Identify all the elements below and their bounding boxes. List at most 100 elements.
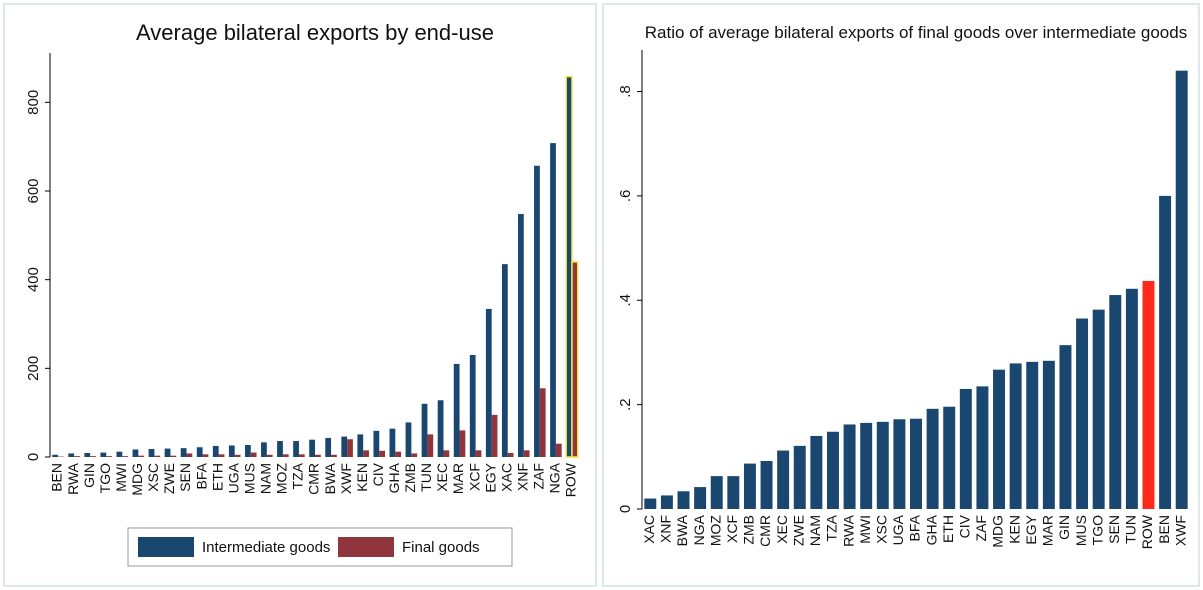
bar xyxy=(212,445,219,457)
bar xyxy=(893,419,906,509)
x-tick-label: GHA xyxy=(923,514,939,545)
x-tick-label: MAR xyxy=(1040,515,1056,546)
y-tick-label: 0 xyxy=(617,505,634,513)
bar xyxy=(395,451,402,457)
bar xyxy=(534,165,540,458)
bar xyxy=(491,414,498,457)
bar xyxy=(389,428,396,457)
bar xyxy=(315,454,321,457)
x-tick-label: GHA xyxy=(386,462,402,493)
x-tick-label: ZMB xyxy=(402,463,418,493)
x-tick-label: XAC xyxy=(641,515,657,544)
x-tick-label: XWF xyxy=(1172,515,1188,546)
bar xyxy=(843,424,856,509)
y-tick-label: 600 xyxy=(25,178,42,203)
x-tick-label: TGO xyxy=(1089,515,1105,545)
x-tick-label: ZWE xyxy=(790,515,806,546)
bar xyxy=(710,476,723,509)
x-tick-label: KEN xyxy=(354,463,370,492)
x-tick-label: ZWE xyxy=(161,463,177,494)
bar xyxy=(228,445,235,457)
x-tick-label: CMR xyxy=(306,463,322,495)
bar xyxy=(565,75,573,458)
x-tick-label: NGA xyxy=(547,462,563,493)
bar xyxy=(501,264,508,457)
x-tick-label: ZMB xyxy=(741,515,757,545)
bar xyxy=(1159,195,1172,509)
bar xyxy=(523,450,530,457)
bar xyxy=(196,447,203,457)
x-tick-label: MWI xyxy=(857,515,873,544)
y-tick-label: .2 xyxy=(617,398,634,411)
bar xyxy=(244,445,251,457)
bar xyxy=(373,430,380,457)
x-tick-label: BEN xyxy=(1156,515,1172,544)
bar xyxy=(539,388,546,457)
x-tick-label: XEC xyxy=(774,515,790,544)
x-tick-label: XCF xyxy=(724,515,740,543)
panel-left xyxy=(3,3,597,587)
x-tick-label: NAM xyxy=(258,463,274,494)
bar xyxy=(777,450,790,509)
bar xyxy=(379,450,386,457)
x-tick-label: UGA xyxy=(890,514,906,545)
x-tick-label: SEN xyxy=(1106,515,1122,544)
x-tick-label: ETH xyxy=(209,463,225,491)
legend-swatch xyxy=(138,537,194,557)
bar xyxy=(180,448,187,457)
bar xyxy=(68,453,75,457)
x-tick-label: XNF xyxy=(658,515,674,543)
bar xyxy=(571,261,579,458)
legend-label: Intermediate goods xyxy=(202,539,330,556)
bar xyxy=(170,455,177,457)
x-tick-label: XNF xyxy=(514,463,530,491)
x-tick-label: ZAF xyxy=(973,515,989,541)
x-tick-label: MWI xyxy=(113,463,129,492)
bar xyxy=(234,454,241,457)
y-tick-label: 0 xyxy=(25,453,42,461)
bar xyxy=(106,456,112,457)
legend-label: Final goods xyxy=(402,539,480,556)
x-tick-label: MOZ xyxy=(274,463,290,495)
bar xyxy=(116,451,123,457)
x-tick-label: GIN xyxy=(1056,515,1072,540)
bar xyxy=(122,456,129,457)
legend-swatch xyxy=(338,537,394,557)
bar xyxy=(469,355,476,457)
bar xyxy=(132,449,139,457)
bar xyxy=(1009,363,1022,509)
bar xyxy=(52,454,59,457)
x-tick-label: SEN xyxy=(177,463,193,492)
bar xyxy=(644,498,657,509)
x-tick-label: MOZ xyxy=(707,515,723,547)
x-tick-label: KEN xyxy=(1006,515,1022,544)
x-tick-label: ROW xyxy=(563,462,579,497)
bar xyxy=(976,386,989,509)
y-tick-label: 200 xyxy=(25,356,42,381)
bar xyxy=(164,448,171,457)
bar xyxy=(485,308,492,457)
x-tick-label: ZAF xyxy=(531,463,547,489)
x-tick-label: ROW xyxy=(1139,514,1155,549)
bar xyxy=(1092,309,1105,509)
x-tick-label: UGA xyxy=(225,462,241,493)
x-tick-label: TZA xyxy=(290,462,306,489)
bar xyxy=(926,408,939,509)
bar xyxy=(1142,280,1155,509)
bar xyxy=(293,441,299,457)
x-tick-label: XCF xyxy=(466,463,482,491)
y-tick-label: 400 xyxy=(25,267,42,292)
bar xyxy=(427,434,434,457)
bar xyxy=(826,431,839,509)
x-tick-label: MUS xyxy=(241,463,257,494)
bar xyxy=(959,388,972,509)
bar xyxy=(277,441,283,457)
bar xyxy=(437,400,444,457)
x-tick-label: EGY xyxy=(482,462,498,492)
bar xyxy=(74,456,80,457)
x-tick-label: RWA xyxy=(65,462,81,495)
x-tick-label: BWA xyxy=(674,514,690,546)
bar xyxy=(148,449,155,457)
bar xyxy=(325,437,332,457)
x-tick-label: ETH xyxy=(940,515,956,543)
